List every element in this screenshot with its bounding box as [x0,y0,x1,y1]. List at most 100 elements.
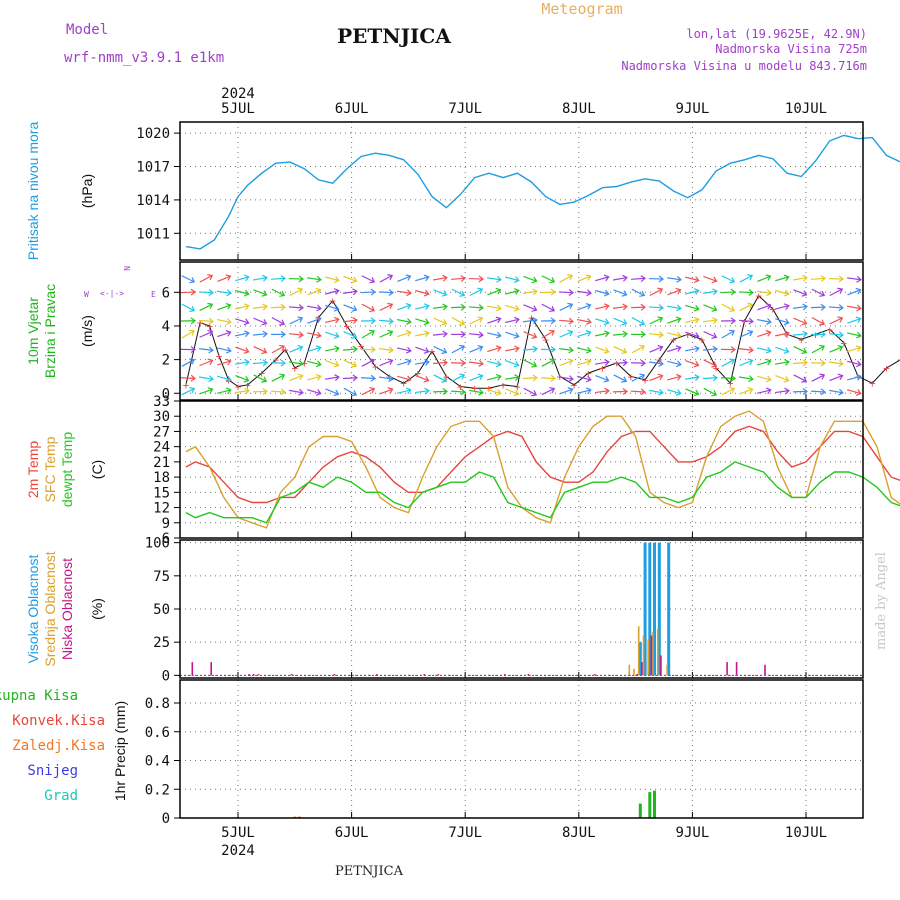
wind-arrow-head [855,389,862,396]
wind-arrow-head [405,302,412,310]
wind-arrow-head [333,276,340,283]
wind-arrow-shaft [361,359,375,367]
wind-arrow-shaft [559,303,573,312]
precip-legend-item: Snijeg [27,763,78,779]
wind-arrow [288,304,304,312]
wind-speed-point: + [244,379,251,392]
wind-arrow-head [712,374,718,382]
wind-arrow [271,288,286,297]
wind-arrow [738,346,754,354]
wind-arrow-head [226,289,232,297]
wind-arrow [397,387,412,395]
wind-arrow-head [568,375,574,383]
wind-arrow-head [225,375,232,383]
wind-arrow-shaft [468,306,484,309]
wind-arrow-shaft [558,348,574,351]
wind-arrow-shaft [397,275,411,282]
series-line-pressure [185,134,900,250]
wind-arrow [379,358,394,367]
panel-wind: 0 2 4 6 + + + + + + + + + + + + + + + + + + + + + + + + + + + + + + + + + + + +… [25,261,900,402]
wind-arrow [235,318,250,326]
wind-arrow-shaft [757,360,771,366]
wind-arrow-head [460,275,466,283]
wind-arrow-shaft [487,318,501,324]
wind-arrow-shaft [702,290,718,294]
wind-arrow-head [838,275,844,283]
wind-arrow-shaft [397,304,411,311]
wind-arrow-head [711,332,718,339]
wind-arrow [181,358,196,367]
x-date-label-bottom: 8JUL [562,825,596,841]
wind-arrow [847,360,862,368]
wind-arrow-shaft [847,375,861,381]
wind-arrow-shaft [793,276,807,281]
wind-arrow-shaft [379,331,393,338]
wind-arrow [703,275,718,284]
wind-arrow-head [657,287,664,294]
y-tick-label: 100 [145,536,170,552]
wind-arrow-head [622,330,628,338]
cloud-bar [652,631,654,676]
wind-arrow-shaft [342,348,358,351]
wind-arrow-head [585,375,592,383]
wind-arrow-shaft [828,361,844,365]
wind-arrow-shaft [738,291,754,294]
wind-arrow-head [333,304,340,312]
wind-arrow [343,275,358,284]
wind-arrow [343,359,358,368]
wind-arrow [271,330,286,338]
wind-arrow-shaft [667,360,681,366]
wind-arrow [685,304,700,312]
wind-arrow [577,318,592,325]
wind-arrow [541,303,556,313]
wind-arrow-head [495,287,502,295]
wind-arrow [739,302,754,312]
y-tick-label: 27 [153,424,170,440]
wind-speed-point: + [883,362,890,375]
wind-arrow-head [694,316,700,324]
wind-arrow-head [190,288,196,296]
wind-arrow-head [369,386,376,394]
wind-arrow-shaft [703,304,717,311]
wind-arrow-head [783,376,790,383]
wind-arrow-head [783,274,790,282]
wind-arrow-head [783,318,790,326]
wind-arrow-head [280,275,286,283]
wind-arrow-shaft [541,359,555,367]
wind-arrow [450,275,466,283]
wind-arrow-shaft [667,346,681,353]
wind-arrow-head [640,275,646,283]
wind-speed-point: + [183,379,190,392]
wind-arrow [522,317,538,324]
wind-arrow [793,317,808,326]
wind-arrow [289,373,304,382]
wind-arrow [396,289,412,297]
wind-arrow [289,388,304,396]
y-tick-label: 6 [162,531,170,547]
wind-arrow [325,345,340,353]
wind-arrow-shaft [433,276,447,281]
wind-arrow-shaft [199,303,213,312]
wind-arrow-head [801,319,808,326]
wind-arrow-head [370,317,376,325]
wind-arrow [270,303,286,311]
wind-arrow [559,302,574,312]
wind-arrow [198,346,214,354]
wind-speed-point: + [713,362,720,375]
x-date-label-bottom: 7JUL [448,825,482,841]
wind-speed-point: + [770,303,777,316]
wind-arrow-head [711,305,718,312]
wind-arrow-head [765,330,772,337]
wind-arrow [541,275,556,284]
wind-arrow [469,316,484,325]
wind-arrow-head [639,373,646,380]
wind-speed-point: + [684,328,691,341]
wind-arrow-shaft [757,375,771,381]
wind-arrow-shaft [199,274,213,283]
wind-arrow [685,388,700,397]
wind-arrow-shaft [235,289,249,295]
wind-arrow-head [657,316,664,323]
y-tick-label: 18 [153,470,170,486]
wind-arrow-shaft [774,390,790,394]
